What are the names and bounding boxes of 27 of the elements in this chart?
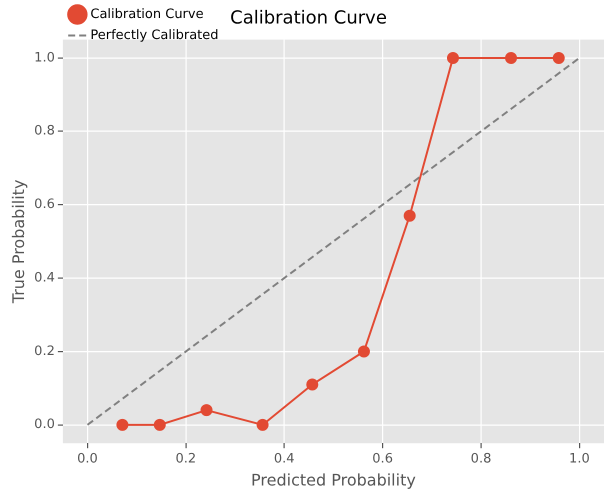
x-tick-label: 0.4 [274,451,295,466]
y-tick-label: 1.0 [34,50,55,66]
point [116,418,128,431]
point [446,52,459,64]
x-axis-title: Predicted Probability [251,470,416,490]
y-tick-label: 0.4 [34,270,55,286]
legend-label: Calibration Curve [90,6,204,22]
point [358,345,370,358]
point [404,210,416,222]
point [552,52,565,64]
point [256,418,269,431]
y-tick-label: 0.8 [34,124,55,139]
y-tick-label: 0.2 [34,344,55,359]
x-tick-label: 1.0 [569,451,590,466]
y-axis-title: True Probability [8,180,28,304]
x-tick-label: 0.8 [470,451,492,466]
y-tick-label: 0.0 [34,417,55,432]
x-tick-label: 0.2 [176,451,196,466]
chart-title: Calibration Curve [230,7,387,28]
point [154,418,166,431]
point [505,52,518,64]
x-tick-label: 0.6 [372,451,393,466]
x-tick-label: 0.0 [77,451,98,466]
point [200,404,213,416]
point [306,378,318,390]
legend-label: Perfectly Calibrated [90,28,219,43]
y-tick-label: 0.6 [34,197,55,212]
